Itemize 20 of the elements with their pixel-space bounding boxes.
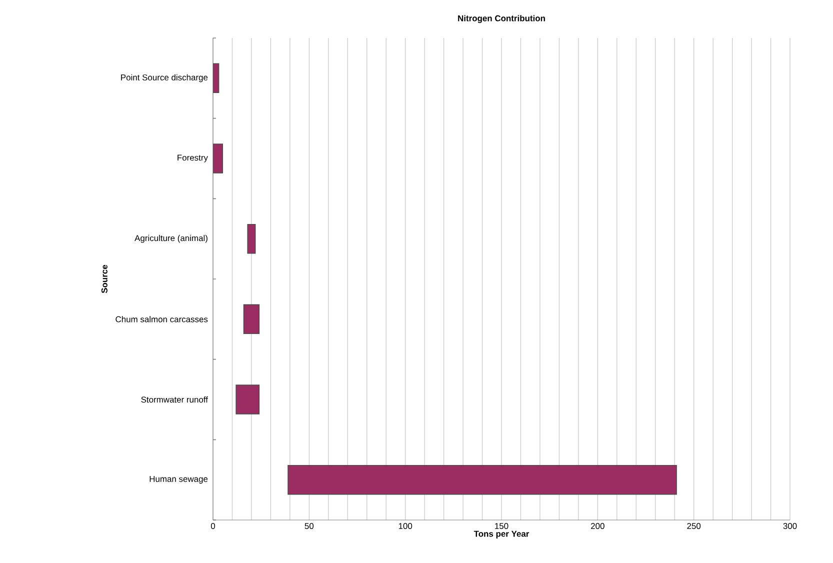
bar — [247, 224, 256, 254]
x-tick-label: 0 — [210, 523, 216, 530]
y-tick-label: Human sewage — [150, 476, 208, 484]
x-tick-label: 150 — [495, 523, 508, 530]
x-axis-title: Tons per Year — [474, 530, 530, 538]
bar — [236, 384, 260, 414]
y-tick-label: Chum salmon carcasses — [116, 316, 208, 322]
x-tick-label: 50 — [304, 523, 314, 530]
x-tick-label: 200 — [591, 523, 604, 530]
bar — [243, 304, 260, 334]
x-tick-label: 250 — [687, 523, 701, 530]
y-tick-label: Agriculture (animal) — [134, 234, 208, 243]
x-tick-label: 100 — [398, 523, 412, 530]
y-tick-label: Forestry — [178, 154, 208, 162]
bar — [288, 464, 677, 495]
x-tick-label: 300 — [783, 523, 797, 530]
y-tick-label: Point Source discharge — [121, 74, 208, 82]
y-tick-label: Stormwater runoff — [141, 396, 208, 403]
y-axis-title: Source — [101, 264, 108, 294]
chart-title: Nitrogen Contribution — [458, 15, 545, 24]
